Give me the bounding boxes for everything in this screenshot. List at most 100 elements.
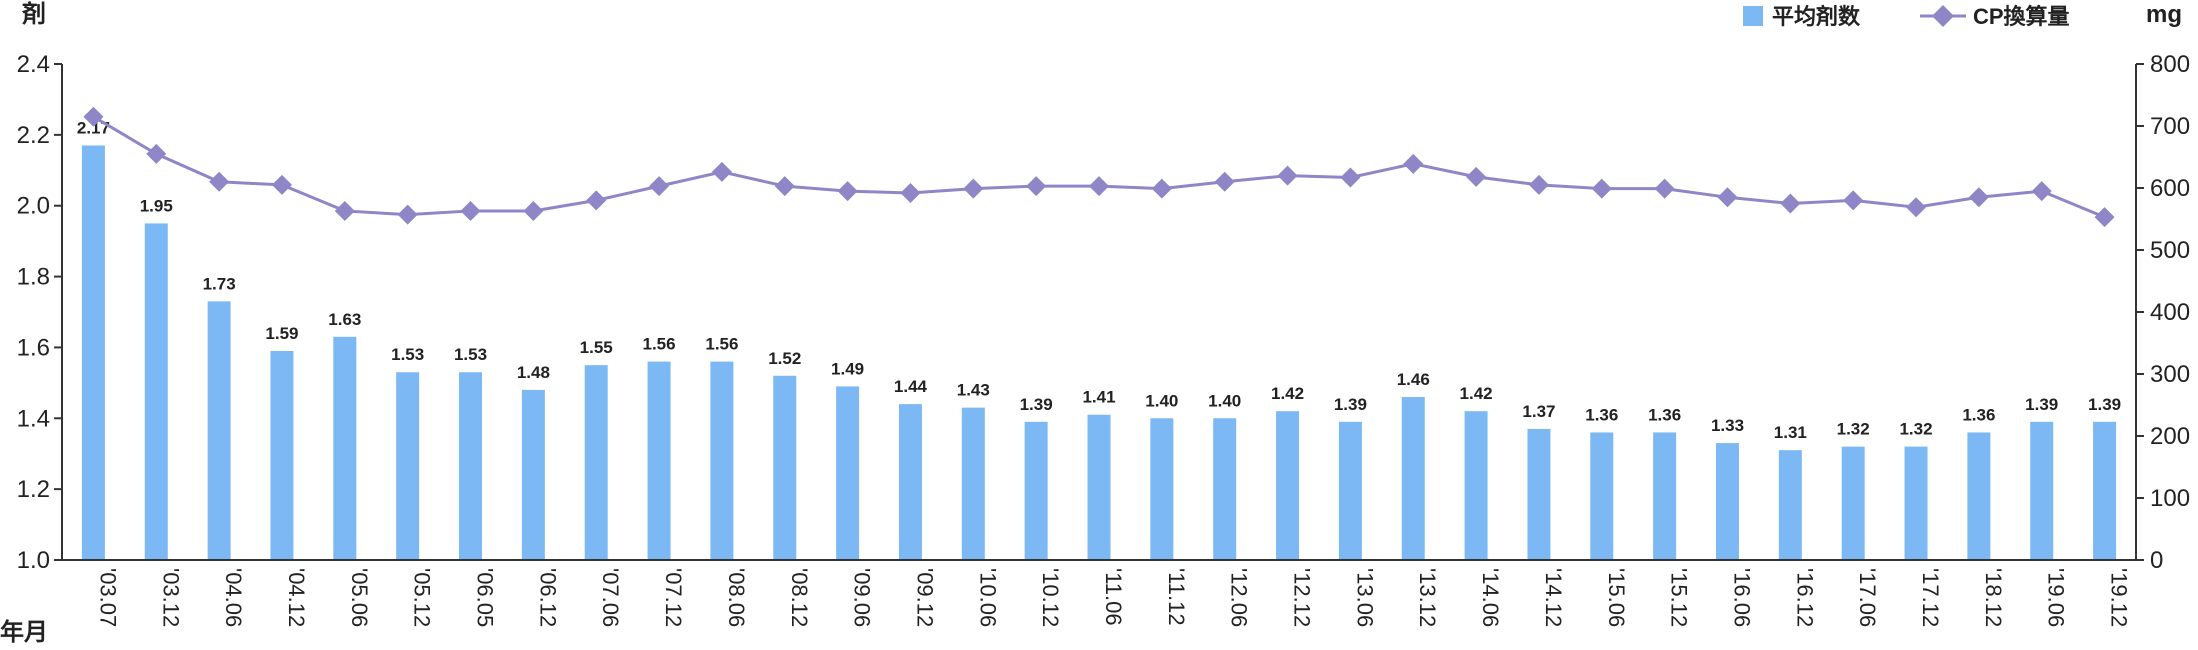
bar-data-label: 1.56 [643, 335, 676, 354]
bar [898, 404, 922, 560]
bar-data-label: 1.53 [454, 345, 487, 364]
left-tick-label: 1.2 [17, 476, 50, 503]
bar [459, 372, 483, 560]
line-point [1528, 174, 1549, 195]
bar [1904, 446, 1928, 560]
bar-data-label: 1.41 [1082, 388, 1115, 407]
x-tick-label: '15.06 [1604, 568, 1629, 627]
left-tick-label: 1.0 [17, 547, 50, 574]
series-line [92, 115, 2106, 219]
bar [1401, 397, 1425, 560]
left-tick-label: 2.0 [17, 193, 50, 220]
x-tick-label: '12.12 [1290, 568, 1315, 627]
bar [1715, 443, 1739, 560]
left-tick-label: 1.6 [17, 334, 50, 361]
x-tick-label: '17.12 [1918, 568, 1943, 627]
line-point [2094, 207, 2115, 228]
right-tick-label: 200 [2150, 423, 2190, 450]
bar [584, 365, 608, 560]
line-point [586, 190, 607, 211]
bar-data-label: 1.49 [831, 359, 864, 378]
bar-data-label: 1.31 [1774, 423, 1807, 442]
bar-data-label: 1.36 [1648, 405, 1681, 424]
x-tick-label: '06.05 [473, 568, 498, 627]
right-axis-ticks: 0 100 200 300 400 500 600 700 800 [2136, 51, 2190, 574]
bar [1527, 428, 1551, 560]
bar-data-label: 1.33 [1711, 416, 1744, 435]
line-point [1026, 176, 1047, 197]
bar [647, 361, 671, 560]
x-tick-label: '06.12 [535, 568, 560, 627]
x-tick-label: '13.12 [1415, 568, 1440, 627]
line-point [1277, 165, 1298, 186]
legend-label-bar: 平均剤数 [1772, 4, 1861, 29]
left-tick-label: 1.4 [17, 405, 50, 432]
legend-label-line: CP換算量 [1973, 4, 2070, 29]
line-point [1591, 178, 1612, 199]
bar-data-label: 1.39 [1020, 395, 1053, 414]
line-point [649, 176, 670, 197]
bar-data-label: 1.59 [265, 324, 298, 343]
bar-data-label: 1.48 [517, 363, 550, 382]
bar-data-label: 1.39 [2088, 395, 2121, 414]
line-point [1466, 166, 1487, 187]
x-tick-label: '09.06 [850, 568, 875, 627]
bar-data-labels: 2.171.951.731.591.631.53 1.531.481.55 1.56… [77, 118, 2121, 442]
x-tick-label: '16.12 [1792, 568, 1817, 627]
right-tick-label: 400 [2150, 299, 2190, 326]
x-tick-label: '07.06 [598, 568, 623, 627]
line-point [1654, 178, 1675, 199]
x-tick-label: '14.12 [1541, 568, 1566, 627]
line-point [1968, 187, 1989, 208]
line-point [900, 182, 921, 203]
right-tick-label: 500 [2150, 237, 2190, 264]
bar-data-label: 1.40 [1208, 391, 1241, 410]
bar [207, 301, 231, 560]
legend: 平均剤数 CP換算量 [1743, 4, 2070, 29]
bar [81, 145, 105, 560]
x-tick-label: '11.12 [1164, 568, 1189, 626]
bar [710, 361, 734, 560]
right-tick-label: 300 [2150, 361, 2190, 388]
line-point [460, 200, 481, 221]
line-point [1906, 197, 1927, 218]
bar-data-label: 1.56 [705, 335, 738, 354]
right-tick-label: 100 [2150, 485, 2190, 512]
line-point [146, 143, 167, 164]
bar [521, 389, 545, 560]
line-point [1089, 176, 1109, 197]
line-point [711, 161, 732, 182]
right-tick-label: 600 [2150, 175, 2190, 202]
x-tick-label: '08.06 [724, 568, 749, 627]
x-tick-label: '17.06 [1855, 568, 1880, 627]
bar-data-label: 1.46 [1397, 370, 1430, 389]
line-point [271, 174, 292, 195]
bar-data-label: 1.53 [391, 345, 424, 364]
bar [396, 372, 420, 560]
x-tick-label: '16.06 [1729, 568, 1754, 627]
x-tick-label: '10.12 [1038, 568, 1063, 627]
x-axis-ticks: '03.07 '03.12 '04.06 '04.12 '05.06 '05.12 '06.… [95, 568, 2131, 627]
x-tick-label: '15.12 [1667, 568, 1692, 627]
bar [1841, 446, 1865, 560]
left-tick-label: 1.8 [17, 264, 50, 291]
line-point [1151, 178, 1172, 199]
x-tick-label: '13.06 [1352, 568, 1377, 627]
bar [2093, 421, 2117, 560]
right-tick-label: 0 [2150, 547, 2163, 574]
x-tick-label: '08.12 [787, 568, 812, 627]
bar-data-label: 1.52 [768, 349, 801, 368]
left-axis-ticks: 1.0 1.2 1.4 1.6 1.8 2.0 2.2 2.4 [17, 51, 62, 574]
bar-data-label: 1.42 [1271, 384, 1304, 403]
x-tick-label: '04.06 [221, 568, 246, 627]
bar-data-label: 1.37 [1522, 402, 1555, 421]
bar-data-label: 1.42 [1460, 384, 1493, 403]
bar-data-label: 1.43 [957, 381, 990, 400]
bar [1213, 418, 1237, 560]
x-tick-label: '09.12 [912, 568, 937, 627]
bar-series-average-count [81, 145, 2117, 560]
bar-data-label: 1.44 [894, 377, 928, 396]
legend-diamond-marker [1932, 5, 1954, 27]
right-axis-unit: mg [2146, 1, 2182, 28]
line-point [1214, 171, 1235, 192]
